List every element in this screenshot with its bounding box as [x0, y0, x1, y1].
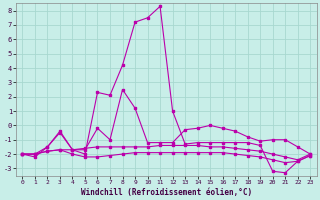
- X-axis label: Windchill (Refroidissement éolien,°C): Windchill (Refroidissement éolien,°C): [81, 188, 252, 197]
